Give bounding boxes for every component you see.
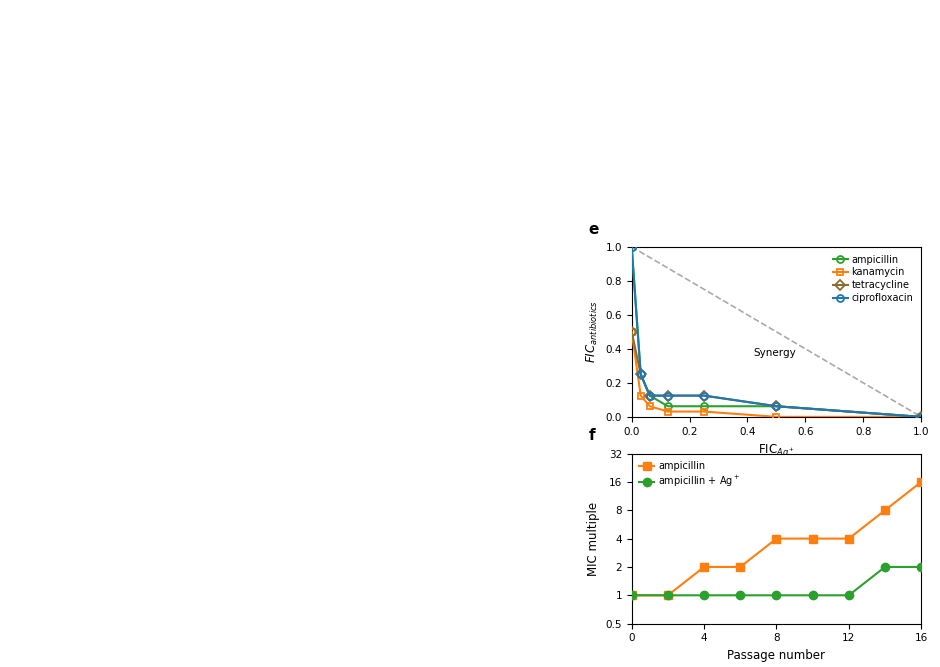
Text: f: f (588, 428, 595, 444)
Y-axis label: MIC multiple: MIC multiple (587, 502, 600, 576)
Text: Synergy: Synergy (753, 348, 796, 358)
Y-axis label: FIC$_{antibiotics}$: FIC$_{antibiotics}$ (585, 300, 600, 364)
Legend: ampicillin, ampicillin + Ag$^+$: ampicillin, ampicillin + Ag$^+$ (636, 458, 744, 492)
Text: e: e (588, 221, 599, 237)
Legend: ampicillin, kanamycin, tetracycline, ciprofloxacin: ampicillin, kanamycin, tetracycline, cip… (830, 251, 916, 306)
X-axis label: FIC$_{Ag^+}$: FIC$_{Ag^+}$ (758, 442, 795, 459)
X-axis label: Passage number: Passage number (728, 649, 825, 662)
